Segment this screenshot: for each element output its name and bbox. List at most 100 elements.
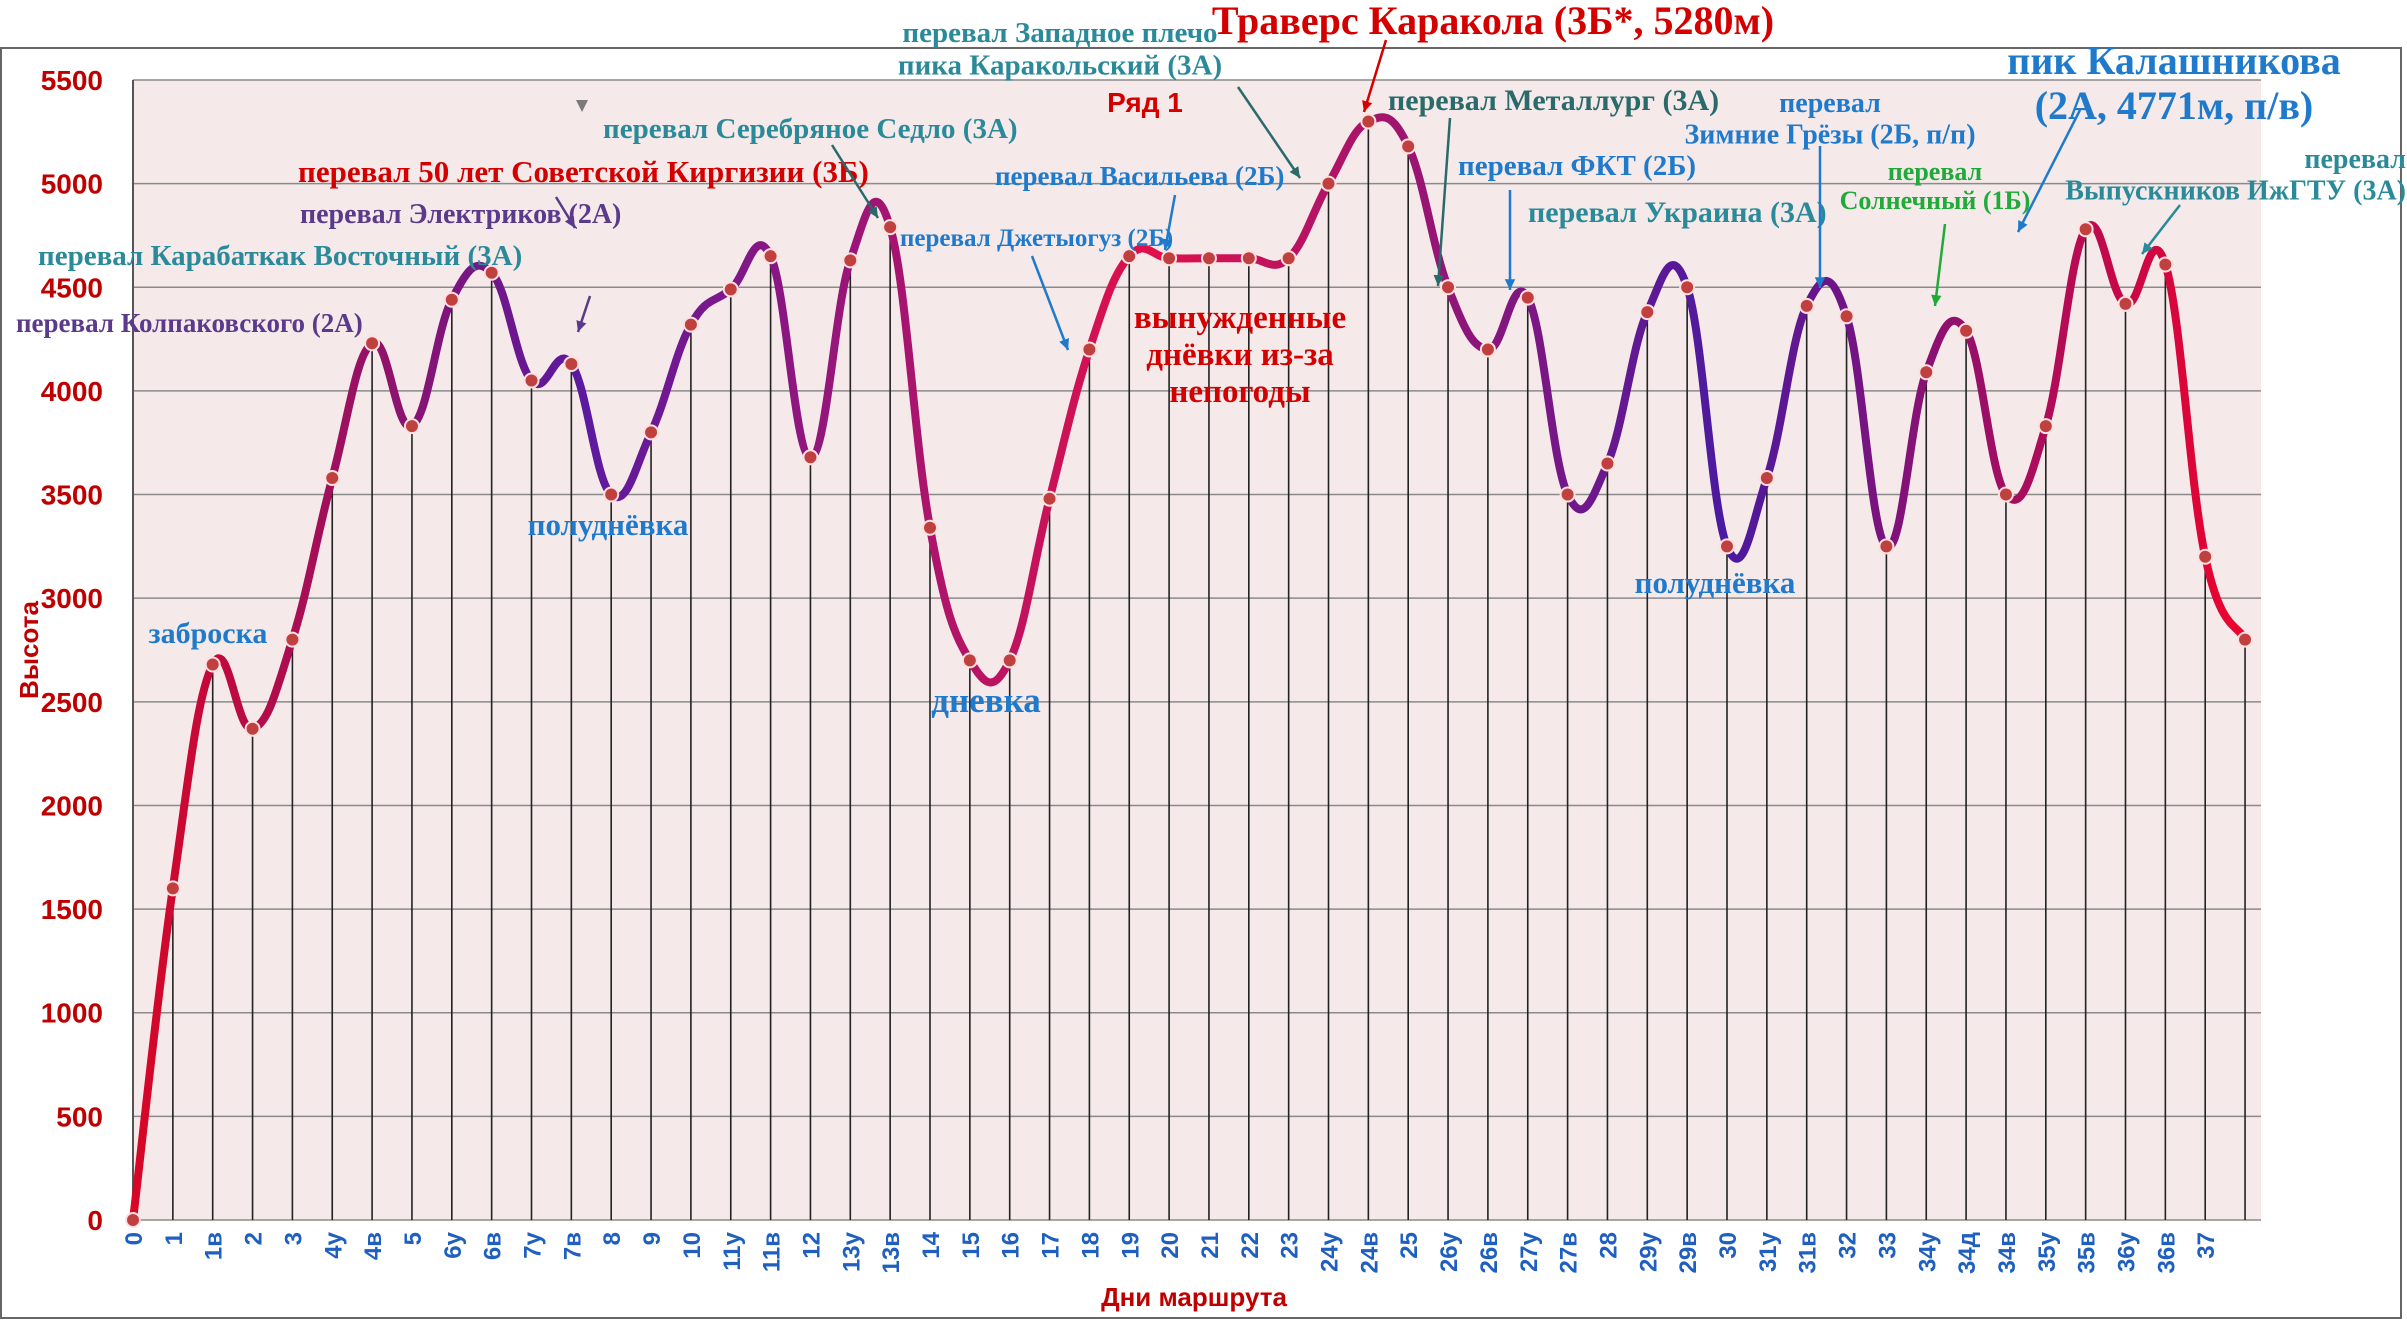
data-point-28	[1240, 250, 1257, 267]
data-point-1	[164, 880, 181, 897]
annotation-0: заброска	[149, 617, 268, 650]
x-tick-label-3: 2	[241, 1232, 268, 1245]
data-point-5	[324, 469, 341, 486]
annotation-arrow-2	[830, 144, 880, 219]
annotation-arrow-11	[2016, 109, 2082, 233]
data-point-36	[1559, 486, 1576, 503]
x-tick-label-27: 21	[1197, 1232, 1224, 1259]
data-point-21	[961, 652, 978, 669]
annotation-arrow-10	[1933, 223, 1947, 307]
annotation-21: перевал Выпускников ИжГТУ (3А)	[2065, 144, 2406, 206]
x-tick-label-6: 4в	[360, 1232, 387, 1260]
x-tick-label-41: 31у	[1755, 1231, 1782, 1272]
data-point-42	[1798, 297, 1815, 314]
annotation-11-line-1: пика Каракольский (3А)	[898, 49, 1222, 81]
x-tick-label-24: 18	[1077, 1232, 1104, 1259]
annotation-14: перевал Металлург (3А)	[1388, 84, 1719, 117]
annotation-arrowhead-3	[1059, 338, 1070, 350]
series-points	[125, 113, 2254, 1228]
annotation-10-line-0: вынужденные	[1134, 300, 1346, 336]
annotation-11: перевал Западное плечо пика Каракольский …	[898, 17, 1222, 81]
x-tick-label-37: 28	[1595, 1232, 1622, 1259]
data-point-7	[403, 418, 420, 435]
y-axis-title: Высота	[14, 601, 44, 699]
x-tick-label-39: 29в	[1675, 1232, 1702, 1273]
data-point-53	[2237, 631, 2254, 648]
annotation-16: перевал Украина (3А)	[1528, 196, 1827, 229]
y-tick-label-9: 4500	[41, 272, 103, 303]
data-point-48	[2037, 418, 2054, 435]
data-point-45	[1918, 364, 1935, 381]
annotation-19-line-1: Солнечный (1Б)	[1840, 186, 2031, 215]
x-tick-label-8: 6у	[440, 1231, 467, 1258]
data-point-15	[722, 281, 739, 298]
annotation-7: дневка	[931, 681, 1040, 720]
data-point-32	[1400, 138, 1417, 155]
x-tick-label-26: 20	[1157, 1232, 1184, 1259]
annotation-20-line-0: пик Калашникова	[2007, 38, 2340, 83]
data-point-14	[682, 316, 699, 333]
data-point-31	[1360, 113, 1377, 130]
annotation-arrowhead-8	[1504, 279, 1516, 290]
x-tick-label-31: 24в	[1356, 1232, 1383, 1273]
x-tick-label-35: 27у	[1516, 1231, 1543, 1272]
annotation-5: полуднёвка	[528, 507, 689, 542]
annotation-19-line-0: перевал	[1888, 157, 1982, 186]
data-point-44	[1878, 538, 1895, 555]
data-point-20	[922, 519, 938, 536]
x-tick-label-36: 27в	[1556, 1232, 1583, 1273]
y-tick-label-8: 4000	[41, 376, 103, 407]
y-tick-label-3: 1500	[41, 894, 103, 925]
data-point-3	[244, 720, 261, 737]
data-point-34	[1479, 341, 1496, 358]
annotation-11-line-0: перевал Западное плечо	[902, 17, 1217, 49]
y-tick-label-10: 5000	[41, 169, 103, 200]
y-tick-label-4: 2000	[41, 790, 103, 821]
annotation-8: перевал Джетыогуз (2Б)	[900, 225, 1173, 252]
data-point-17	[802, 449, 819, 466]
annotation-arrowhead-11	[2018, 220, 2028, 232]
data-point-0	[125, 1212, 141, 1228]
data-point-38	[1639, 304, 1656, 321]
x-axis: 0 1 1в 2 3 4у 4в 5 6у 6в 7у 7в 8 9 10 11у 11в 12 13у 13в 14 1…	[121, 1231, 2220, 1274]
annotation-21-line-0: перевал	[2304, 144, 2406, 175]
x-tick-label-45: 34у	[1914, 1231, 1941, 1272]
x-axis-title: Дни маршрута	[1101, 1282, 1287, 1312]
annotation-13: Траверс Каракола (3Б*, 5280м)	[1212, 0, 1774, 43]
annotation-12: Ряд 1	[1107, 87, 1183, 118]
data-point-22	[1001, 652, 1018, 669]
annotation-arrow-3	[1030, 255, 1070, 351]
data-point-19	[882, 219, 899, 236]
x-tick-label-21: 15	[958, 1232, 985, 1259]
annotation-arrowhead-9	[1814, 277, 1826, 288]
x-tick-label-11: 7в	[559, 1232, 586, 1260]
x-tick-label-23: 17	[1038, 1232, 1065, 1259]
data-point-11	[563, 355, 580, 372]
x-tick-label-7: 5	[400, 1232, 427, 1245]
data-point-23	[1041, 490, 1058, 507]
data-point-35	[1519, 289, 1536, 306]
x-tick-label-38: 29у	[1635, 1231, 1662, 1272]
x-tick-label-50: 36у	[2114, 1231, 2141, 1272]
data-point-33	[1440, 279, 1457, 296]
x-tick-label-13: 9	[639, 1232, 666, 1245]
annotation-20: пик Калашникова (2А, 4771м, п/в)	[2007, 38, 2340, 128]
data-point-49	[2077, 221, 2094, 238]
x-tick-label-1: 1	[161, 1232, 188, 1245]
data-point-51	[2157, 256, 2174, 273]
annotations: заброска перевал Колпаковского (2А) перева…	[16, 0, 2406, 720]
data-point-47	[1997, 486, 2014, 503]
x-tick-label-22: 16	[998, 1232, 1025, 1259]
marker-triangle-icon	[576, 100, 588, 112]
y-tick-label-11: 5500	[41, 65, 103, 96]
y-tick-label-5: 2500	[41, 687, 103, 718]
x-tick-label-12: 8	[599, 1232, 626, 1245]
x-tick-label-34: 26в	[1476, 1232, 1503, 1273]
annotation-4: перевал 50 лет Советской Киргизии (3Б)	[298, 154, 869, 189]
x-tick-label-43: 32	[1835, 1232, 1862, 1259]
data-point-12	[603, 486, 620, 503]
x-tick-label-0: 0	[121, 1232, 148, 1245]
annotation-arrow-6	[1362, 39, 1388, 113]
